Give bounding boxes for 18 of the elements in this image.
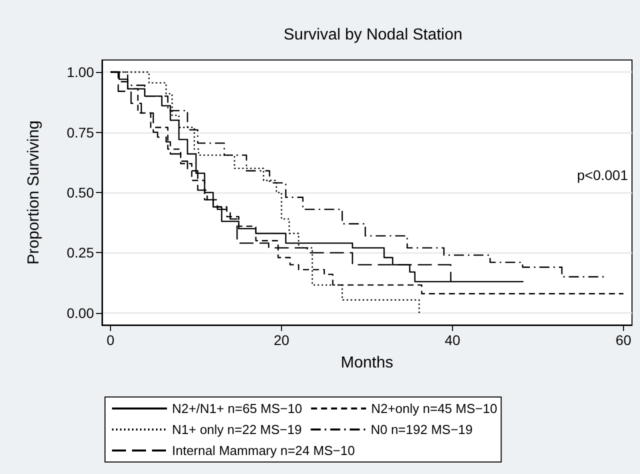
chart-title: Survival by Nodal Station bbox=[284, 26, 462, 44]
y-tick-label: 1.00 bbox=[66, 64, 94, 80]
legend-label: N2+/N1+ n=65 MS−10 bbox=[172, 401, 302, 416]
y-tick-label: 0.50 bbox=[66, 184, 94, 200]
annotation: p<0.001 bbox=[577, 167, 628, 183]
legend-label: N1+ only n=22 MS−19 bbox=[172, 422, 302, 437]
y-tick-label: 0.00 bbox=[66, 304, 94, 321]
x-tick-label: 20 bbox=[274, 332, 290, 348]
x-axis-title: Months bbox=[340, 354, 394, 372]
legend-label: N2+only n=45 MS−10 bbox=[371, 401, 498, 416]
y-tick-label: 0.25 bbox=[66, 244, 94, 261]
x-tick-label: 60 bbox=[616, 332, 632, 348]
x-tick-label: 40 bbox=[444, 332, 460, 348]
legend-label: N0 n=192 MS−19 bbox=[370, 422, 473, 437]
y-axis-title: Proportion Surviving bbox=[26, 120, 42, 265]
y-tick-label: 0.75 bbox=[66, 124, 94, 140]
x-tick-label: 0 bbox=[106, 332, 115, 348]
legend-label: Internal Mammary n=24 MS−10 bbox=[172, 443, 355, 458]
